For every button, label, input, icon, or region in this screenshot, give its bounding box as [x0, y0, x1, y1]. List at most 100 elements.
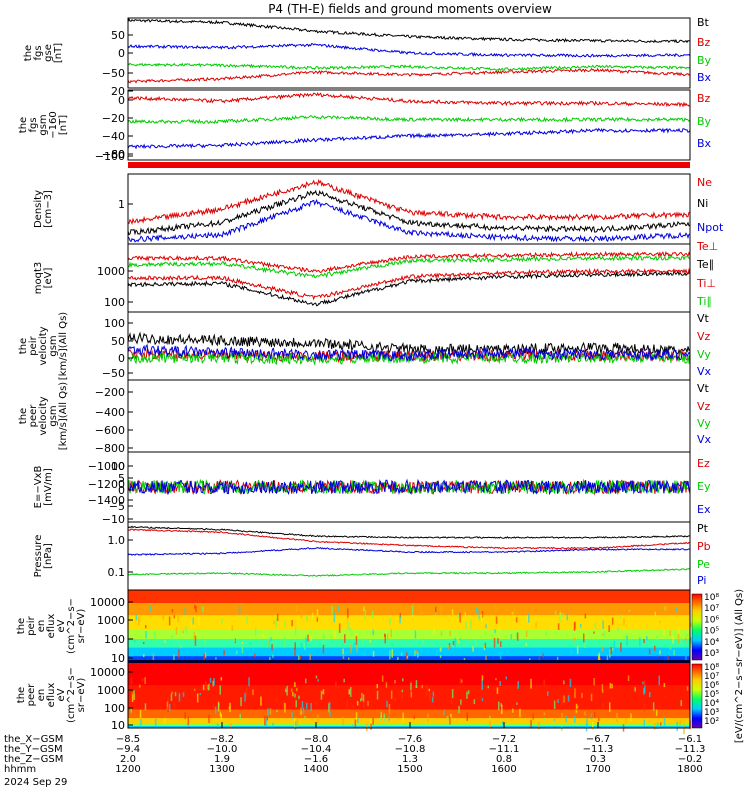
spectrogram-texture	[626, 635, 628, 646]
spectrogram-texture	[680, 700, 682, 707]
spectrogram-texture	[388, 716, 390, 721]
spectrogram-texture	[231, 625, 234, 631]
spectrogram-texture	[269, 708, 272, 715]
y-axis-label-line: E=−VxB	[33, 466, 44, 509]
spectrogram-texture	[203, 653, 205, 663]
spectrogram-texture	[440, 645, 442, 651]
spectrogram-texture	[489, 720, 491, 728]
spectrogram-texture	[475, 638, 477, 648]
colorbar-tick-label: 10⁷	[704, 604, 719, 614]
legend-entry-Ni: Ni	[697, 197, 708, 210]
panel-peer_velocity: −200 −400 −600 −800 −1000 −1200 −1400 the peer ve…	[18, 379, 712, 507]
spectrogram-texture	[270, 637, 272, 642]
spectrogram-texture	[594, 700, 597, 704]
spectrogram-texture	[175, 627, 178, 635]
x-tick-label: −6.7	[586, 734, 610, 745]
spectrogram-texture	[342, 717, 344, 726]
y-axis-label-line: eflux	[46, 683, 57, 708]
spectrogram-texture	[584, 613, 587, 619]
spectrogram-texture	[306, 702, 308, 709]
series-line-By	[127, 115, 691, 125]
spectrogram-texture	[282, 699, 285, 710]
y-tick-label: 1000	[97, 614, 125, 627]
spectrogram-texture	[583, 633, 585, 643]
spectrogram-texture	[285, 688, 287, 693]
spectrogram-texture	[347, 620, 349, 630]
legend-entry-Bz: Bz	[697, 36, 711, 49]
spectrogram-texture	[410, 681, 412, 684]
y-tick-label: 100	[104, 317, 125, 330]
spectrogram-texture	[192, 617, 194, 625]
y-tick-label: 5	[118, 472, 125, 485]
x-tick-label: −9.4	[116, 744, 140, 755]
spectrogram-texture	[452, 641, 455, 646]
spectrogram-texture	[213, 678, 215, 686]
spectrogram-texture	[561, 713, 563, 718]
series-line-Pt	[127, 525, 691, 539]
spectrogram-texture	[184, 607, 187, 615]
series-line-By	[127, 62, 691, 71]
spectrogram-texture	[139, 709, 142, 719]
spectrogram-texture	[133, 615, 135, 621]
spectrogram-texture	[291, 712, 293, 719]
spectrogram-band	[128, 603, 690, 616]
spectrogram-texture	[307, 634, 309, 642]
panel-pressure: 1.0 0.1 Pressure [nPa] Pt Pb Pe Pi	[33, 521, 711, 591]
spectrogram-texture	[420, 611, 423, 616]
x-tick-label: 1700	[585, 764, 610, 775]
spectrogram-texture	[311, 612, 314, 619]
spectrogram-texture	[602, 632, 604, 636]
spectrogram-texture	[145, 631, 147, 639]
spectrogram-texture	[633, 685, 635, 693]
spectrogram-texture	[601, 689, 604, 693]
spectrogram-texture	[422, 718, 425, 723]
y-axis-label-line: [nPa]	[43, 543, 54, 569]
spectrogram-texture	[496, 687, 499, 694]
spectrogram-texture	[500, 703, 502, 707]
spectrogram-texture	[669, 630, 671, 637]
x-tick-label: −6.1	[678, 734, 702, 745]
spectrogram-texture	[301, 701, 304, 709]
spectrogram-texture	[296, 605, 298, 612]
spectrogram-texture	[450, 699, 453, 704]
spectrogram-texture	[389, 650, 391, 660]
spectrogram-texture	[284, 702, 286, 713]
series-line-Ex	[127, 478, 691, 496]
spectrogram-texture	[381, 675, 384, 682]
spectrogram-texture	[515, 617, 518, 623]
spectrogram-texture	[634, 687, 636, 692]
spectrogram-texture	[383, 713, 385, 723]
y-tick-label: 1000	[97, 684, 125, 697]
spectrogram-texture	[466, 691, 468, 699]
y-axis-label-line: the	[16, 618, 27, 634]
spectrogram-texture	[363, 650, 366, 656]
spectrogram-texture	[271, 644, 273, 651]
date-label: 2024 Sep 29	[4, 777, 67, 788]
y-tick-label: 0.1	[108, 566, 126, 579]
y-tick-label: 0	[118, 352, 125, 365]
spectrogram-texture	[139, 684, 141, 688]
spectrogram-texture	[417, 652, 419, 658]
spectrogram-texture	[346, 618, 349, 621]
spectrogram-texture	[495, 678, 497, 681]
spectrogram-texture	[178, 649, 180, 659]
spectrogram-texture	[193, 631, 195, 640]
spectrogram-texture	[602, 702, 604, 709]
spectrogram-texture	[149, 605, 151, 612]
spectrogram-texture	[284, 620, 286, 627]
spectrogram-texture	[300, 707, 302, 714]
spectrogram-texture	[135, 614, 138, 621]
x-tick-label: −8.5	[116, 734, 140, 745]
y-axis-label-line: the	[16, 687, 27, 703]
spectrogram-texture	[658, 675, 660, 686]
spectrogram-gap-line	[128, 660, 690, 663]
spectrogram-texture	[570, 649, 572, 656]
spectrogram-texture	[230, 723, 232, 728]
y-axis-label-line: gsm	[48, 405, 59, 426]
spectrogram-texture	[167, 697, 169, 704]
colorbar-tick-label: 10⁸	[704, 593, 719, 603]
spectrogram-texture	[415, 680, 418, 688]
spectrogram-texture	[310, 703, 312, 712]
spectrogram-texture	[362, 638, 365, 645]
spectrogram-texture	[495, 605, 497, 613]
